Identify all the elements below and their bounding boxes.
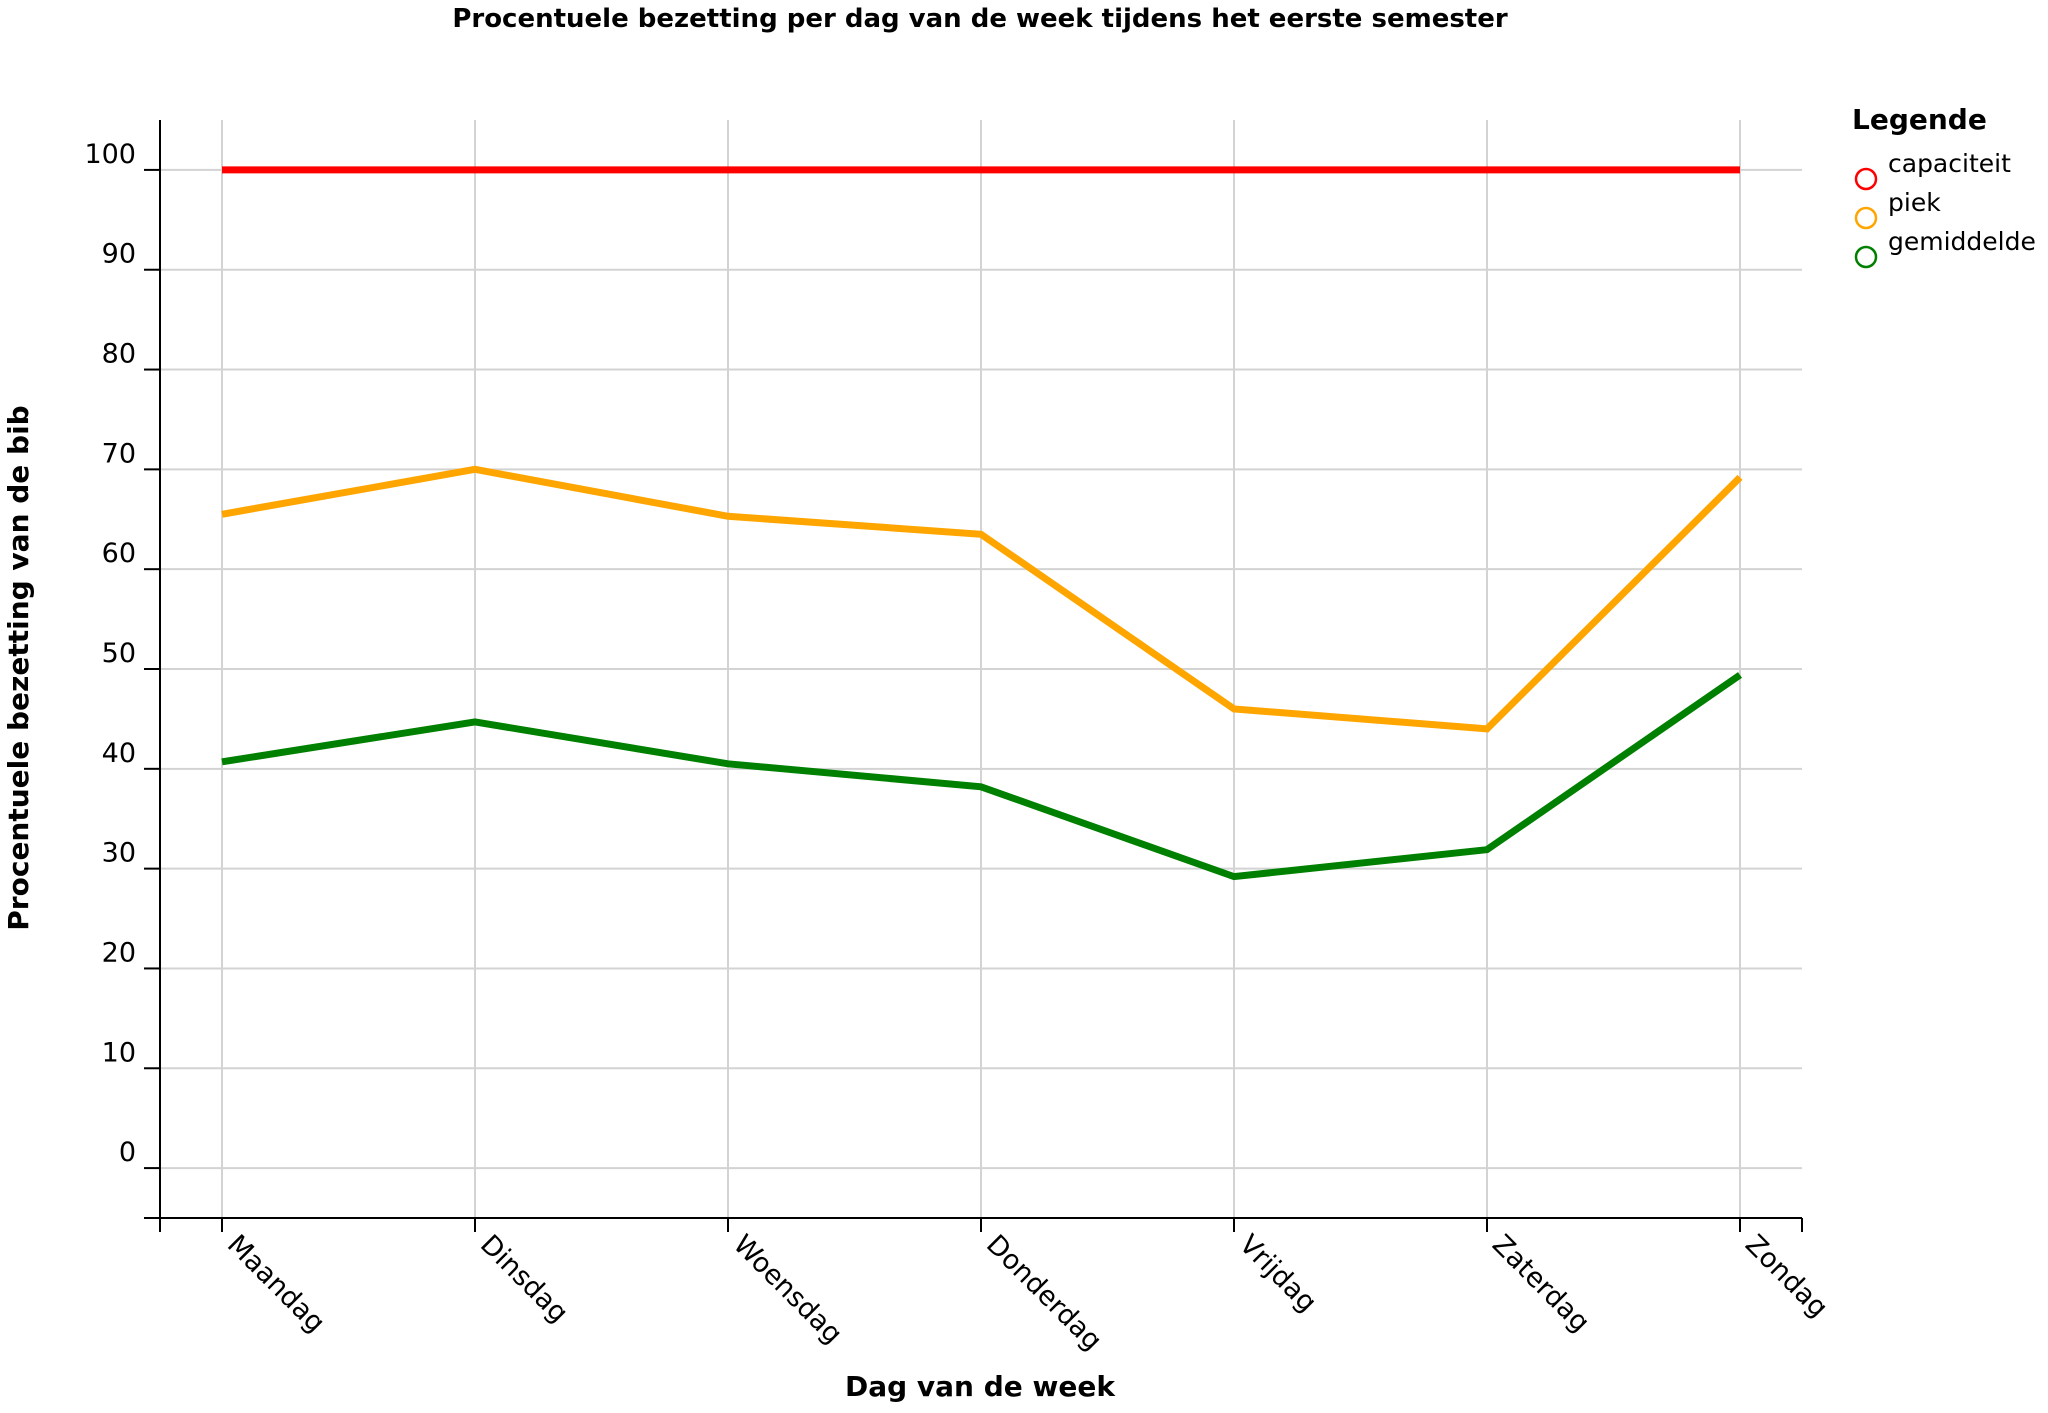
y-axis-title: Procentuele bezetting van de bib <box>2 405 35 930</box>
legend-marker-gemiddelde <box>1854 245 1878 269</box>
y-tick-label: 20 <box>102 937 136 968</box>
y-tick-label: 50 <box>102 638 136 669</box>
series-line-gemiddelde <box>221 672 1742 881</box>
x-tick-label: Woensdag <box>727 1229 848 1350</box>
x-tick-label: Zondag <box>1739 1229 1834 1324</box>
legend-label-gemiddelde: gemiddelde <box>1888 227 2036 256</box>
x-tick-label: Maandag <box>221 1229 331 1339</box>
legend-marker-piek <box>1854 206 1878 230</box>
y-tick-label: 0 <box>119 1137 136 1168</box>
x-tick-label: Donderdag <box>980 1229 1108 1357</box>
y-tick-label: 40 <box>102 738 136 769</box>
legend-title: Legende <box>1852 103 1987 136</box>
legend-label-piek: piek <box>1888 188 1941 217</box>
series-lines <box>221 166 1743 881</box>
legend-label-capaciteit: capaciteit <box>1888 149 2011 178</box>
grid-lines <box>160 120 1802 1218</box>
x-tick-label: Vrijdag <box>1233 1229 1322 1318</box>
y-tick-label: 80 <box>102 339 136 370</box>
axes <box>144 120 1803 1232</box>
series-line-piek <box>221 465 1743 733</box>
x-tick-label: Zaterdag <box>1486 1229 1595 1338</box>
y-tick-label: 100 <box>84 139 136 170</box>
chart-title: Procentuele bezetting per dag van de wee… <box>452 4 1508 34</box>
tick-labels: 0 10 20 30 40 50 60 70 80 90 100 Maandag Dinsdag Woen… <box>84 139 1833 1357</box>
y-tick-label: 30 <box>102 838 136 869</box>
legend-marker-capaciteit <box>1854 167 1878 191</box>
y-tick-label: 90 <box>102 239 136 270</box>
y-tick-label: 60 <box>102 538 136 569</box>
y-tick-label: 70 <box>102 438 136 469</box>
legend: Legende capaciteit piek gemiddelde <box>1852 103 2036 269</box>
x-tick-label: Dinsdag <box>474 1229 574 1329</box>
x-axis-title: Dag van de week <box>845 1370 1116 1403</box>
y-tick-label: 10 <box>102 1037 136 1068</box>
